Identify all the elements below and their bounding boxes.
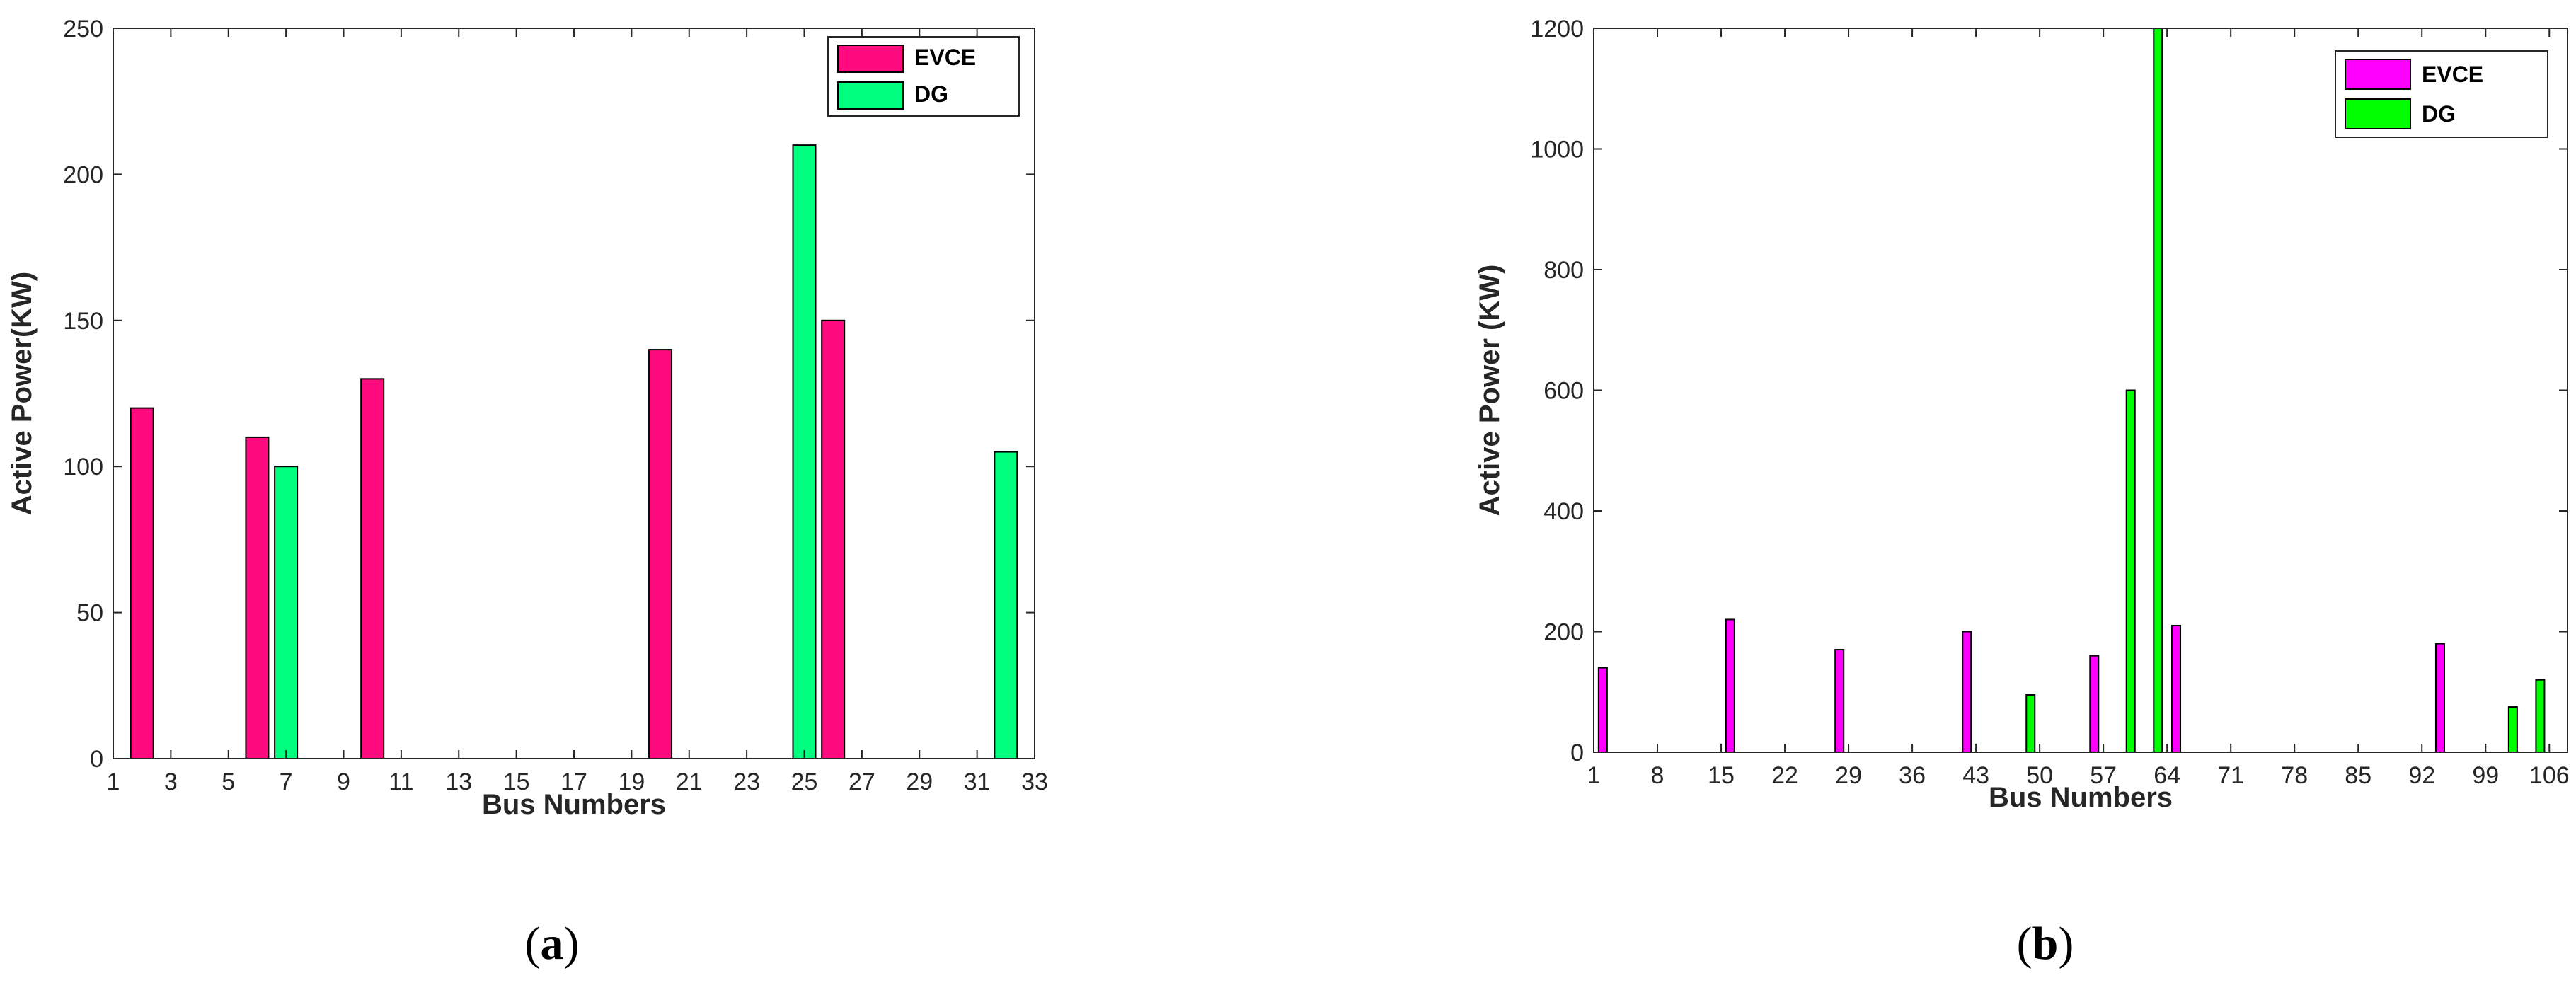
bar-evce-16 — [1725, 618, 1735, 754]
chart-1: 1 8 15 22 29 36 43 50 57 64 71 78 85 92 99 106 0 200 400 60… — [1474, 16, 2570, 813]
caption-a-open: ( — [524, 918, 541, 969]
caption-b-close: ) — [2058, 918, 2074, 969]
bar-evce-94 — [2434, 643, 2445, 753]
caption-a-close: ) — [563, 918, 580, 969]
y-tick-label: 200 — [63, 161, 103, 188]
bar-dg-63 — [2153, 28, 2163, 753]
x-tick-label: 15 — [1708, 762, 1735, 789]
y-tick-label: 600 — [1543, 378, 1584, 405]
y-tick-label: 50 — [76, 600, 103, 627]
y-tick-label: 0 — [1570, 739, 1584, 766]
y-tick-label: 1200 — [1530, 16, 1584, 42]
x-tick-label: 1 — [107, 769, 120, 795]
x-tick-label: 15 — [503, 769, 530, 795]
legend-label-dg: DG — [2422, 101, 2456, 127]
x-tick-label: 92 — [2408, 762, 2435, 789]
bar-evce-26 — [821, 319, 846, 759]
x-tick-label: 22 — [1771, 762, 1798, 789]
x-tick-label: 29 — [906, 769, 933, 795]
bar-dg-32 — [994, 451, 1018, 759]
y-tick-label: 0 — [90, 746, 103, 773]
y-axis-label: Active Power (KW) — [1474, 265, 1505, 517]
bar-evce-42 — [1962, 631, 1972, 753]
x-tick-label: 1 — [1587, 762, 1601, 789]
y-axis-label: Active Power(KW) — [6, 272, 38, 516]
legend-swatch-evce — [2345, 59, 2411, 90]
x-tick-label: 71 — [2217, 762, 2244, 789]
bar-dg-105 — [2535, 679, 2546, 754]
x-axis-label: Bus Numbers — [482, 789, 666, 820]
x-tick-label: 106 — [2529, 762, 2570, 789]
x-tick-label: 85 — [2345, 762, 2371, 789]
caption-b-label: b — [2032, 918, 2059, 969]
bar-evce-2 — [130, 407, 154, 759]
x-tick-label: 99 — [2472, 762, 2499, 789]
legend-swatch-evce — [837, 45, 904, 73]
x-tick-label: 23 — [733, 769, 760, 795]
legend-swatch-dg — [2345, 98, 2411, 129]
bar-evce-2 — [1597, 667, 1608, 754]
x-tick-label: 43 — [1962, 762, 1989, 789]
x-tick-label: 36 — [1899, 762, 1926, 789]
bar-evce-20 — [648, 349, 673, 759]
y-tick-label: 150 — [63, 308, 103, 335]
x-tick-label: 21 — [676, 769, 703, 795]
x-tick-label: 31 — [964, 769, 991, 795]
x-tick-label: 11 — [389, 769, 413, 795]
y-tick-label: 400 — [1543, 498, 1584, 525]
bar-evce-56 — [2089, 655, 2100, 753]
bar-evce-6 — [245, 436, 270, 759]
y-tick-label: 100 — [63, 454, 103, 480]
chart-0: 1 3 5 7 9 11 13 15 17 19 21 23 25 27 29 31 3305010015020… — [6, 16, 1048, 820]
x-tick-label: 5 — [222, 769, 235, 795]
x-tick-label: 25 — [791, 769, 818, 795]
bar-dg-25 — [792, 144, 817, 759]
bar-dg-60 — [2125, 389, 2136, 753]
y-tick-label: 800 — [1543, 257, 1584, 284]
x-tick-label: 27 — [849, 769, 875, 795]
caption-b: (b) — [2017, 917, 2074, 971]
x-tick-label: 64 — [2154, 762, 2180, 789]
bar-dg-102 — [2507, 706, 2518, 753]
legend: EVCE DG — [2335, 50, 2548, 138]
x-tick-label: 29 — [1835, 762, 1862, 789]
legend-label-dg: DG — [914, 81, 948, 107]
x-tick-label: 33 — [1021, 769, 1048, 795]
y-tick-label: 200 — [1543, 619, 1584, 646]
legend: EVCE DG — [827, 36, 1020, 117]
x-tick-label: 3 — [164, 769, 178, 795]
plot-area — [1594, 28, 2568, 752]
x-tick-label: 8 — [1651, 762, 1664, 789]
legend-label-evce: EVCE — [914, 45, 976, 70]
bar-dg-7 — [274, 466, 299, 759]
caption-b-open: ( — [2016, 918, 2032, 969]
bar-evce-28 — [1834, 649, 1845, 754]
x-tick-label: 50 — [2026, 762, 2053, 789]
y-tick-label: 1000 — [1530, 137, 1584, 163]
legend-label-evce: EVCE — [2422, 62, 2483, 87]
x-tick-label: 17 — [560, 769, 587, 795]
bar-evce-10 — [360, 378, 385, 759]
x-tick-label: 13 — [445, 769, 472, 795]
x-axis-label: Bus Numbers — [1989, 782, 2173, 813]
y-tick-label: 250 — [63, 16, 103, 42]
caption-a: (a) — [525, 917, 580, 971]
x-tick-label: 19 — [618, 769, 645, 795]
caption-a-label: a — [540, 918, 564, 969]
x-tick-label: 9 — [337, 769, 350, 795]
x-tick-label: 7 — [280, 769, 293, 795]
bar-evce-65 — [2171, 624, 2182, 753]
x-tick-label: 78 — [2281, 762, 2308, 789]
x-tick-label: 57 — [2090, 762, 2117, 789]
legend-swatch-dg — [837, 81, 904, 110]
bar-dg-49 — [2025, 694, 2036, 754]
